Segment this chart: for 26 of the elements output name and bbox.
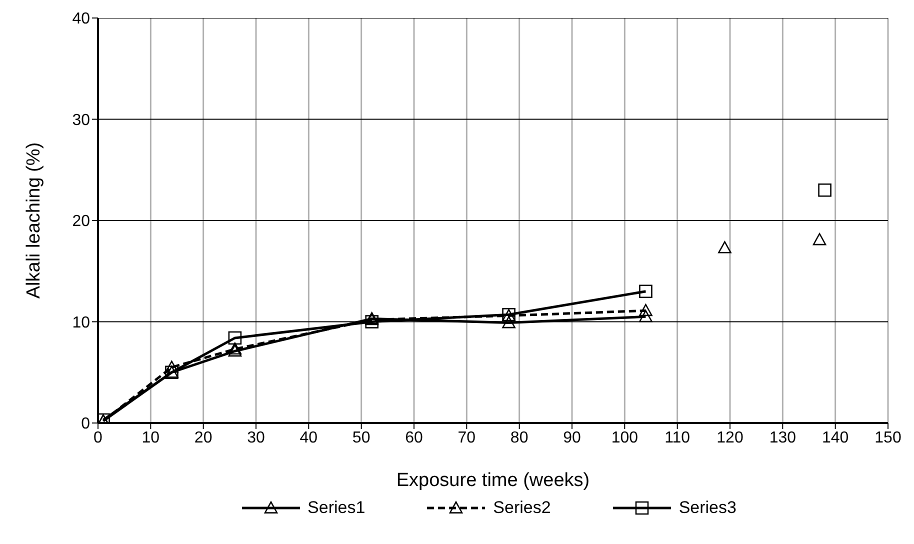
x-tick-label: 120 <box>716 429 744 446</box>
x-tick-label: 140 <box>822 429 849 446</box>
x-axis-title: Exposure time (weeks) <box>396 470 590 491</box>
y-tick-label: 10 <box>72 314 90 332</box>
y-axis-title: Alkali leaching (%) <box>24 142 45 299</box>
legend-label: Series2 <box>493 498 551 518</box>
legend-label: Series3 <box>678 498 736 518</box>
x-tick-label: 50 <box>352 429 370 446</box>
y-tick-label: 40 <box>72 10 90 28</box>
x-tick-label: 150 <box>874 429 902 446</box>
x-tick-label: 90 <box>563 429 581 446</box>
x-tick-label: 40 <box>300 429 318 446</box>
x-tick-label: 30 <box>247 429 265 446</box>
x-tick-label: 80 <box>510 429 528 446</box>
x-tick-label: 10 <box>142 429 160 446</box>
x-tick-label: 60 <box>405 429 423 446</box>
y-tick-label: 30 <box>72 112 90 129</box>
x-tick-label: 20 <box>194 429 212 446</box>
x-tick-label: 100 <box>611 429 638 446</box>
legend-label: Series1 <box>308 498 366 518</box>
x-tick-label: 70 <box>458 429 476 446</box>
x-tick-label: 130 <box>769 429 796 446</box>
y-tick-label: 0 <box>81 416 90 433</box>
x-tick-label: 0 <box>94 429 103 446</box>
x-tick-label: 110 <box>664 429 690 446</box>
y-tick-label: 20 <box>72 213 90 230</box>
